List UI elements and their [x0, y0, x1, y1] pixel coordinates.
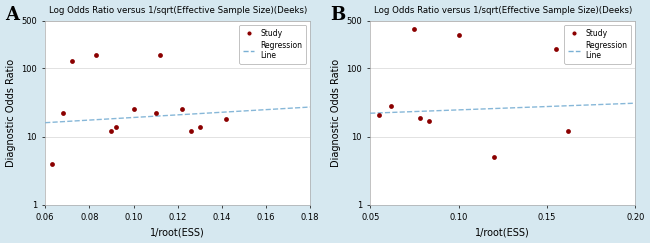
Point [415, 116, 425, 120]
Point [265, 38, 276, 42]
Point [551, 48, 561, 52]
Point [194, 125, 205, 129]
Point [66, 59, 77, 63]
Point [150, 111, 161, 115]
Point [386, 104, 396, 108]
Point [410, 27, 420, 31]
Legend: Study, Regression
Line: Study, Regression Line [239, 25, 306, 64]
Point [186, 129, 196, 133]
Title: Log Odds Ratio versus 1/sqrt(Effective Sample Size)(Deeks): Log Odds Ratio versus 1/sqrt(Effective S… [374, 6, 632, 15]
Y-axis label: Diagnostic Odds Ratio: Diagnostic Odds Ratio [331, 59, 341, 167]
Point [91, 53, 101, 57]
Text: B: B [330, 6, 346, 24]
Point [453, 33, 463, 37]
Point [374, 113, 384, 117]
Point [489, 155, 499, 159]
Legend: Study, Regression
Line: Study, Regression Line [564, 25, 631, 64]
Point [155, 53, 165, 57]
Point [221, 117, 231, 121]
Point [111, 125, 121, 129]
Text: A: A [5, 6, 20, 24]
X-axis label: 1/root(ESS): 1/root(ESS) [150, 227, 205, 237]
Y-axis label: Diagnostic Odds Ratio: Diagnostic Odds Ratio [6, 59, 16, 167]
Title: Log Odds Ratio versus 1/sqrt(Effective Sample Size)(Deeks): Log Odds Ratio versus 1/sqrt(Effective S… [49, 6, 307, 15]
X-axis label: 1/root(ESS): 1/root(ESS) [475, 227, 530, 237]
Point [47, 162, 57, 165]
Point [261, 36, 271, 40]
Point [177, 107, 187, 111]
Point [423, 119, 434, 123]
Point [563, 129, 573, 133]
Point [128, 107, 138, 111]
Point [106, 129, 116, 133]
Point [58, 111, 68, 115]
